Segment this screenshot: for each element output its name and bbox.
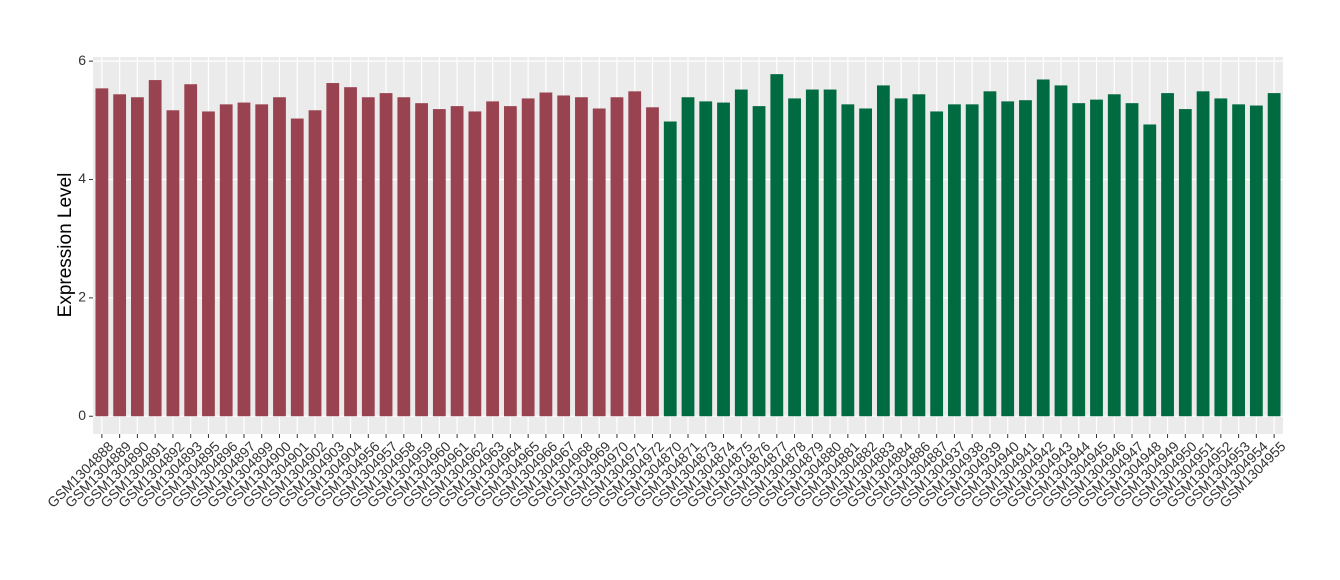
bar: [308, 110, 322, 417]
y-axis-title: Expression Level: [55, 173, 76, 318]
bar: [894, 98, 908, 417]
bar: [681, 97, 695, 417]
bar: [1107, 94, 1121, 417]
bar: [1054, 85, 1068, 417]
bar: [255, 104, 269, 417]
y-tick-label: 4: [78, 170, 86, 186]
bar: [148, 80, 162, 417]
bar: [415, 103, 428, 417]
bar: [912, 94, 926, 417]
bar: [1036, 79, 1050, 417]
bar: [752, 106, 766, 417]
bar: [166, 110, 180, 417]
bar: [326, 83, 340, 417]
bar: [859, 108, 873, 417]
bar: [1090, 99, 1103, 417]
bar: [1249, 105, 1263, 417]
bar: [610, 97, 624, 417]
bar: [113, 94, 127, 417]
bar: [841, 104, 855, 417]
bar: [575, 97, 588, 417]
bar: [1232, 104, 1245, 417]
bar: [628, 91, 642, 417]
bar: [1001, 101, 1015, 417]
bar: [521, 98, 535, 417]
bar: [361, 97, 375, 417]
bar: [237, 102, 251, 417]
bar: [379, 93, 393, 417]
bar: [1178, 109, 1192, 417]
bar: [184, 84, 198, 417]
bar: [965, 104, 979, 417]
bar: [1267, 93, 1281, 417]
y-tick-label: 6: [78, 52, 86, 68]
bar: [592, 108, 606, 417]
bar: [219, 104, 233, 417]
y-tick-label: 2: [78, 289, 86, 305]
bar: [1214, 98, 1228, 417]
bar: [1019, 100, 1032, 417]
bar: [823, 89, 837, 417]
bar: [486, 101, 500, 417]
bar: [273, 97, 286, 417]
bar: [450, 106, 464, 417]
bar: [290, 118, 304, 417]
bar: [1161, 93, 1174, 417]
bar: [788, 98, 801, 417]
bar: [432, 109, 446, 417]
bar: [202, 111, 215, 417]
bar: [503, 106, 517, 417]
bar: [1196, 91, 1210, 417]
bar: [983, 91, 997, 417]
bar: [557, 95, 571, 417]
y-tick-label: 0: [78, 407, 86, 423]
bar: [805, 89, 819, 417]
bar: [344, 87, 357, 417]
bar: [1143, 124, 1157, 417]
bar: [95, 88, 109, 417]
bar: [930, 111, 944, 417]
bar: [663, 121, 677, 417]
bar: [1072, 103, 1086, 417]
bar: [717, 102, 730, 417]
bar: [1125, 103, 1139, 417]
bar: [131, 97, 144, 417]
bar: [948, 104, 961, 417]
bar: [699, 101, 713, 417]
bar: [734, 89, 748, 417]
bar: [539, 92, 553, 417]
bar: [468, 111, 482, 417]
bar: [770, 74, 784, 417]
bar: [397, 97, 411, 417]
bar: [646, 107, 659, 417]
bar: [876, 85, 890, 417]
